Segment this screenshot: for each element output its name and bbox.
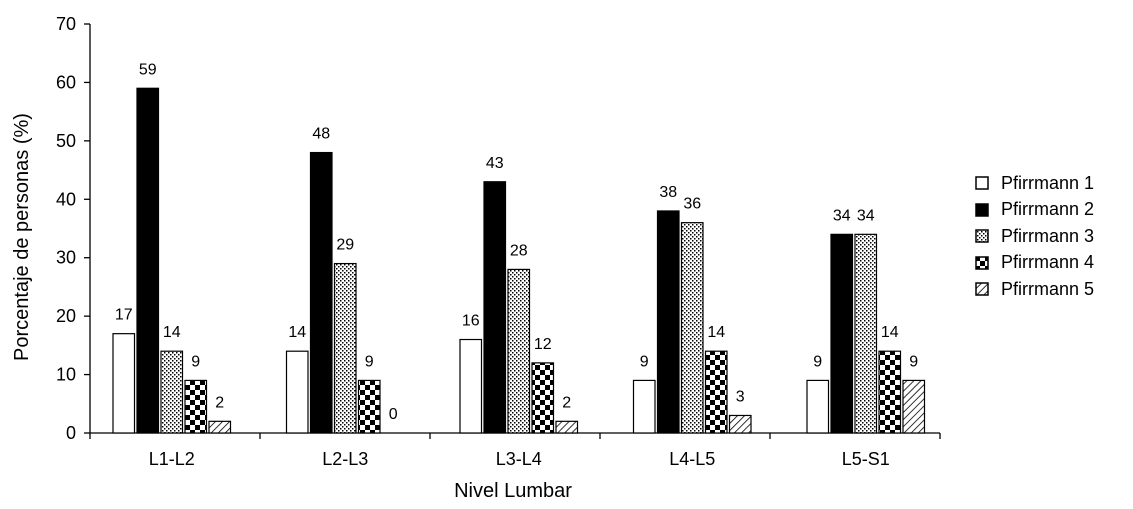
x-tick-label: L3-L4 — [496, 449, 542, 469]
data-label: 59 — [139, 61, 157, 78]
data-label: 43 — [486, 155, 504, 172]
bar — [878, 350, 902, 434]
bar — [806, 379, 830, 434]
data-label: 16 — [462, 313, 480, 330]
bar — [285, 350, 309, 434]
data-label: 28 — [510, 242, 528, 259]
legend-label: Pfirrmann 4 — [1001, 252, 1095, 273]
bar — [483, 181, 507, 434]
data-label: 14 — [881, 324, 899, 341]
legend-label: Pfirrmann 2 — [1001, 199, 1095, 220]
bar — [507, 268, 531, 434]
data-label: 29 — [336, 237, 354, 254]
data-label: 38 — [659, 184, 677, 201]
legend-swatch — [975, 203, 989, 217]
data-label: 9 — [191, 353, 200, 370]
bar — [728, 414, 752, 434]
legend-item: Pfirrmann 5 — [975, 276, 1130, 303]
bar — [208, 420, 232, 434]
y-tick-label: 20 — [56, 306, 76, 326]
bar — [531, 362, 555, 434]
data-label: 14 — [288, 324, 306, 341]
bar — [632, 379, 656, 434]
bar — [357, 379, 381, 434]
bar — [854, 233, 878, 434]
bar — [902, 379, 926, 434]
bar — [333, 262, 357, 434]
legend-label: Pfirrmann 1 — [1001, 172, 1095, 193]
bar — [112, 333, 136, 434]
legend: Pfirrmann 1 Pfirrmann 2 Pfirrmann 3 Pfirrma… — [975, 170, 1130, 303]
data-label: 3 — [736, 388, 745, 405]
data-label: 9 — [813, 353, 822, 370]
x-tick-label: L1-L2 — [149, 449, 195, 469]
x-tick-label: L4-L5 — [669, 449, 715, 469]
data-label: 0 — [389, 406, 398, 423]
legend-swatch — [975, 282, 989, 296]
legend-label: Pfirrmann 5 — [1001, 278, 1095, 299]
data-label: 14 — [163, 324, 181, 341]
bar — [309, 151, 333, 434]
legend-item: Pfirrmann 1 — [975, 170, 1130, 197]
data-label: 14 — [707, 324, 725, 341]
y-tick-label: 0 — [66, 423, 76, 443]
legend-swatch — [975, 256, 989, 270]
data-label: 34 — [833, 207, 851, 224]
bars-group — [112, 87, 926, 434]
bar — [459, 338, 483, 434]
y-tick-label: 50 — [56, 131, 76, 151]
y-tick-label: 60 — [56, 72, 76, 92]
data-label: 9 — [365, 353, 374, 370]
data-label: 48 — [312, 126, 330, 143]
legend-item: Pfirrmann 2 — [975, 197, 1130, 224]
legend-item: Pfirrmann 4 — [975, 250, 1130, 277]
legend-label: Pfirrmann 3 — [1001, 225, 1095, 246]
x-tick-label: L5-S1 — [842, 449, 890, 469]
bar — [555, 420, 579, 434]
data-label: 34 — [857, 207, 875, 224]
bar — [136, 87, 160, 434]
bar — [680, 222, 704, 434]
bar — [656, 210, 680, 434]
data-label: 2 — [215, 394, 224, 411]
y-axis-title: Porcentaje de personas (%) — [11, 113, 33, 361]
bar — [184, 379, 208, 434]
x-axis-title: Nivel Lumbar — [454, 480, 572, 502]
y-tick-label: 30 — [56, 248, 76, 268]
data-label: 17 — [115, 307, 133, 324]
y-tick-label: 10 — [56, 365, 76, 385]
bar — [704, 350, 728, 434]
y-tick-label: 70 — [56, 14, 76, 34]
bar — [160, 350, 184, 434]
data-label: 9 — [640, 353, 649, 370]
data-label: 36 — [683, 196, 701, 213]
x-tick-label: L2-L3 — [322, 449, 368, 469]
bar — [830, 233, 854, 434]
legend-swatch — [975, 176, 989, 190]
legend-swatch — [975, 229, 989, 243]
data-label: 12 — [534, 336, 552, 353]
y-tick-label: 40 — [56, 189, 76, 209]
data-label: 9 — [909, 353, 918, 370]
legend-item: Pfirrmann 3 — [975, 223, 1130, 250]
data-label: 2 — [562, 394, 571, 411]
